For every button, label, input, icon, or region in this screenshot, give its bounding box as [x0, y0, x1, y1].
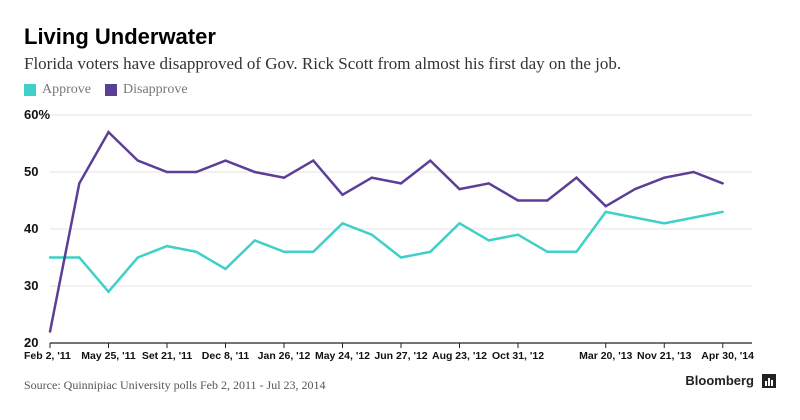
data-point-approve-20 [633, 216, 637, 219]
data-point-approve-4 [165, 244, 169, 248]
data-point-disapprove-17 [546, 199, 549, 202]
y-tick-label-30: 30 [24, 278, 38, 293]
legend-label-disapprove: Disapprove [123, 82, 188, 97]
x-tick-label-4: Set 21, '11 [142, 350, 193, 362]
data-point-disapprove-12 [399, 182, 403, 185]
y-tick-label-40: 40 [24, 221, 38, 236]
x-tick-label-16: Oct 31, '12 [492, 350, 544, 362]
data-point-disapprove-11 [370, 176, 373, 179]
series-line-approve [50, 210, 724, 294]
data-point-disapprove-3 [136, 159, 139, 162]
legend-item-disapprove: Disapprove [105, 82, 188, 98]
legend-swatch-disapprove [105, 84, 117, 96]
x-tick-label-2: May 25, '11 [81, 350, 136, 362]
chart-legend: Approve Disapprove [24, 82, 202, 98]
legend-item-approve: Approve [24, 82, 91, 98]
data-point-disapprove-5 [195, 170, 198, 174]
x-tick-label-6: Dec 8, '11 [202, 350, 250, 362]
data-point-approve-16 [516, 233, 520, 236]
data-point-disapprove-8 [282, 176, 286, 179]
y-tick-label-20: 20 [24, 335, 38, 350]
x-tick-label-21: Nov 21, '13 [637, 350, 692, 362]
data-point-approve-5 [195, 250, 198, 253]
data-point-approve-22 [692, 216, 695, 219]
x-tick-label-19: Mar 20, '13 [579, 350, 632, 362]
data-point-approve-3 [136, 256, 139, 259]
data-point-approve-1 [78, 256, 81, 259]
data-point-disapprove-6 [224, 159, 227, 162]
legend-swatch-approve [24, 84, 36, 96]
source-note: Source: Quinnipiac University polls Feb … [24, 378, 326, 392]
data-point-approve-18 [575, 250, 578, 253]
data-point-approve-0 [48, 256, 52, 259]
x-tick-label-0: Feb 2, '11 [24, 350, 71, 362]
x-tick-label-8: Jan 26, '12 [258, 350, 311, 362]
x-tick-label-10: May 24, '12 [315, 350, 370, 362]
data-point-approve-9 [312, 250, 315, 253]
chart-subtitle: Florida voters have disapproved of Gov. … [24, 54, 622, 73]
data-point-disapprove-19 [604, 205, 607, 208]
data-point-disapprove-15 [487, 182, 490, 185]
data-point-disapprove-9 [312, 159, 315, 162]
data-point-disapprove-22 [692, 170, 695, 174]
data-point-disapprove-0 [48, 330, 52, 333]
data-point-disapprove-10 [341, 193, 344, 196]
data-point-disapprove-13 [429, 159, 432, 162]
data-point-disapprove-14 [458, 187, 461, 191]
y-tick-label-50: 50 [24, 164, 38, 179]
x-tick-label-14: Aug 23, '12 [432, 350, 487, 362]
data-point-approve-17 [546, 250, 549, 253]
data-point-approve-6 [224, 267, 227, 271]
legend-label-approve: Approve [42, 82, 91, 97]
y-tick-label-60: 60% [24, 107, 50, 122]
data-point-disapprove-2 [107, 130, 110, 134]
data-point-disapprove-16 [516, 199, 520, 202]
data-point-approve-11 [370, 233, 373, 236]
data-point-approve-10 [341, 222, 344, 225]
data-point-approve-2 [107, 290, 110, 293]
data-point-approve-12 [399, 256, 403, 259]
data-point-approve-15 [487, 239, 490, 242]
chart-title: Living Underwater [24, 24, 216, 49]
data-point-disapprove-1 [78, 182, 81, 185]
data-point-approve-13 [429, 250, 432, 253]
data-point-disapprove-18 [575, 176, 578, 179]
data-point-approve-14 [458, 222, 461, 225]
x-tick-label-23: Apr 30, '14 [701, 350, 754, 362]
data-point-disapprove-20 [633, 187, 637, 191]
data-point-disapprove-4 [165, 170, 169, 174]
data-point-disapprove-23 [721, 182, 724, 185]
bar-chart-icon [762, 373, 776, 388]
data-point-approve-19 [604, 210, 607, 214]
brand-logo: Bloomberg [685, 373, 776, 388]
data-point-approve-8 [282, 250, 286, 253]
series-line-disapprove [48, 130, 724, 332]
data-point-disapprove-21 [663, 176, 666, 179]
x-tick-label-12: Jun 27, '12 [374, 350, 427, 362]
data-point-approve-21 [663, 222, 666, 225]
data-point-approve-23 [721, 210, 724, 214]
brand-name: Bloomberg [685, 373, 754, 388]
data-point-approve-7 [253, 239, 256, 242]
data-point-disapprove-7 [253, 170, 256, 174]
